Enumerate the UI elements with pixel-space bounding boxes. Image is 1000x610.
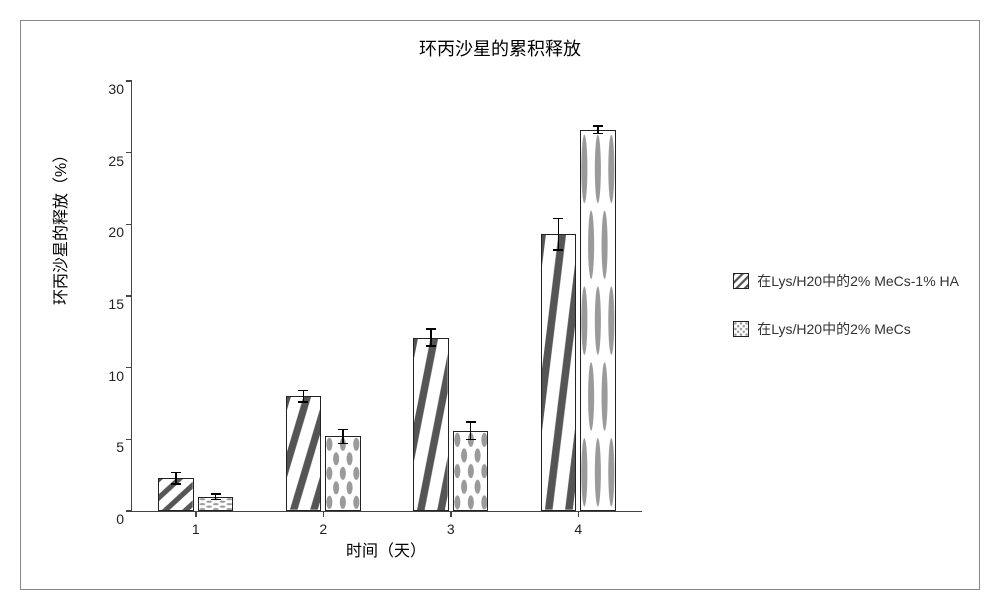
bar <box>413 338 449 511</box>
y-tick-label: 10 <box>84 368 124 384</box>
legend-item: 在Lys/H20中的2% MeCs <box>733 319 959 339</box>
chart-title: 环丙沙星的累积释放 <box>21 35 979 61</box>
legend: 在Lys/H20中的2% MeCs-1% HA 在Lys/H20中的2% MeCs <box>733 243 959 367</box>
x-tick-label: 4 <box>574 521 582 537</box>
y-tick-label: 30 <box>84 81 124 97</box>
error-bar <box>430 329 432 346</box>
x-tick-label: 2 <box>319 521 327 537</box>
y-tick-label: 20 <box>84 224 124 240</box>
legend-label: 在Lys/H20中的2% MeCs <box>757 319 911 339</box>
error-bar <box>342 429 344 443</box>
chart-frame: 环丙沙星的累积释放 环丙沙星的释放（%） 0510152025301234 时间… <box>20 20 980 590</box>
x-axis-label: 时间（天） <box>131 537 641 561</box>
y-axis-label: 环丙沙星的释放（%） <box>47 147 71 305</box>
y-tick-label: 15 <box>84 296 124 312</box>
legend-item: 在Lys/H20中的2% MeCs-1% HA <box>733 271 959 291</box>
legend-swatch <box>733 321 749 337</box>
legend-swatch <box>733 273 749 289</box>
x-tick-label: 1 <box>192 521 200 537</box>
bar <box>580 130 616 511</box>
bar <box>453 431 489 511</box>
bar <box>541 234 577 511</box>
y-tick-label: 25 <box>84 153 124 169</box>
bar <box>286 396 322 511</box>
x-tick-label: 3 <box>447 521 455 537</box>
plot-area: 0510152025301234 <box>131 81 642 512</box>
legend-label: 在Lys/H20中的2% MeCs-1% HA <box>757 271 959 291</box>
y-tick-label: 5 <box>84 439 124 455</box>
error-bar <box>470 422 472 439</box>
error-bar <box>558 219 560 251</box>
y-tick-label: 0 <box>84 511 124 527</box>
bar <box>325 436 361 511</box>
